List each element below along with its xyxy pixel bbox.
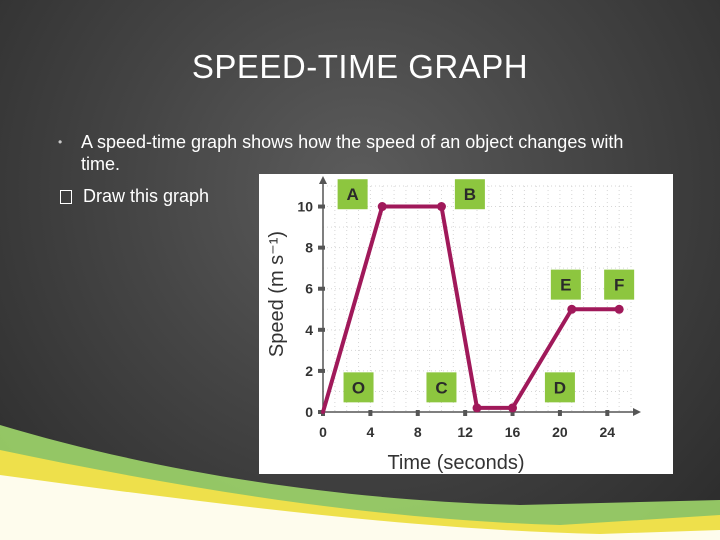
point-label-text: E bbox=[560, 276, 571, 295]
y-tick-mark bbox=[318, 286, 325, 291]
point-label-box bbox=[604, 269, 635, 300]
x-tick-label: 8 bbox=[414, 424, 422, 440]
point-label-box bbox=[550, 269, 581, 300]
sub-bullet-item: Draw this graph bbox=[60, 186, 209, 207]
x-tick-label: 16 bbox=[505, 424, 521, 440]
point-label-box bbox=[544, 372, 575, 403]
y-tick-label: 0 bbox=[305, 404, 313, 420]
y-tick-mark bbox=[318, 327, 325, 332]
checkbox-bullet-icon bbox=[60, 190, 72, 204]
x-axis-label: Time (seconds) bbox=[387, 452, 524, 474]
data-point bbox=[567, 304, 577, 314]
x-tick-label: 12 bbox=[457, 424, 473, 440]
data-point bbox=[508, 403, 518, 413]
point-label-text: O bbox=[352, 378, 365, 397]
point-label-text: D bbox=[554, 378, 566, 397]
bullet-dot-icon: • bbox=[58, 135, 63, 149]
point-label-box bbox=[343, 372, 374, 403]
point-label-box bbox=[454, 179, 485, 210]
data-point bbox=[377, 202, 387, 212]
point-label-text: C bbox=[435, 378, 447, 397]
bullet-item: • A speed-time graph shows how the speed… bbox=[58, 131, 658, 175]
point-label-text: A bbox=[346, 185, 358, 204]
y-tick-mark bbox=[318, 204, 325, 209]
chart-axes bbox=[319, 176, 641, 416]
chart-series bbox=[321, 202, 624, 414]
x-tick-mark bbox=[415, 410, 420, 416]
y-tick-label: 2 bbox=[305, 363, 313, 379]
y-tick-label: 10 bbox=[297, 199, 313, 215]
x-tick-mark bbox=[368, 410, 373, 416]
chart-annotations: A B E F O C D bbox=[337, 179, 635, 403]
data-point bbox=[614, 304, 624, 314]
sub-bullet-text: Draw this graph bbox=[83, 186, 210, 206]
bullet-text: A speed-time graph shows how the speed o… bbox=[81, 132, 624, 174]
slide-title: SPEED-TIME GRAPH bbox=[191, 48, 529, 85]
point-label-text: B bbox=[464, 185, 476, 204]
x-tick-mark bbox=[605, 410, 610, 416]
point-label-box bbox=[426, 372, 457, 403]
x-tick-mark bbox=[463, 410, 468, 416]
x-tick-label: 24 bbox=[600, 424, 616, 440]
y-tick-label: 6 bbox=[305, 281, 313, 297]
data-point bbox=[436, 202, 446, 212]
data-point bbox=[472, 403, 482, 413]
y-tick-mark bbox=[318, 368, 325, 373]
x-tick-mark bbox=[557, 410, 562, 416]
y-tick-mark bbox=[318, 245, 325, 250]
y-axis-arrow-icon bbox=[319, 176, 327, 184]
y-tick-label: 4 bbox=[305, 322, 313, 338]
x-tick-mark bbox=[510, 410, 515, 416]
y-axis-label: Speed (m s⁻¹) bbox=[266, 231, 288, 357]
x-axis-arrow-icon bbox=[633, 408, 641, 416]
point-label-text: F bbox=[614, 276, 624, 295]
x-tick-label: 20 bbox=[552, 424, 568, 440]
x-tick-label: 0 bbox=[319, 424, 327, 440]
y-tick-label: 8 bbox=[305, 240, 313, 256]
point-label-box bbox=[337, 179, 368, 210]
x-tick-label: 4 bbox=[366, 424, 374, 440]
